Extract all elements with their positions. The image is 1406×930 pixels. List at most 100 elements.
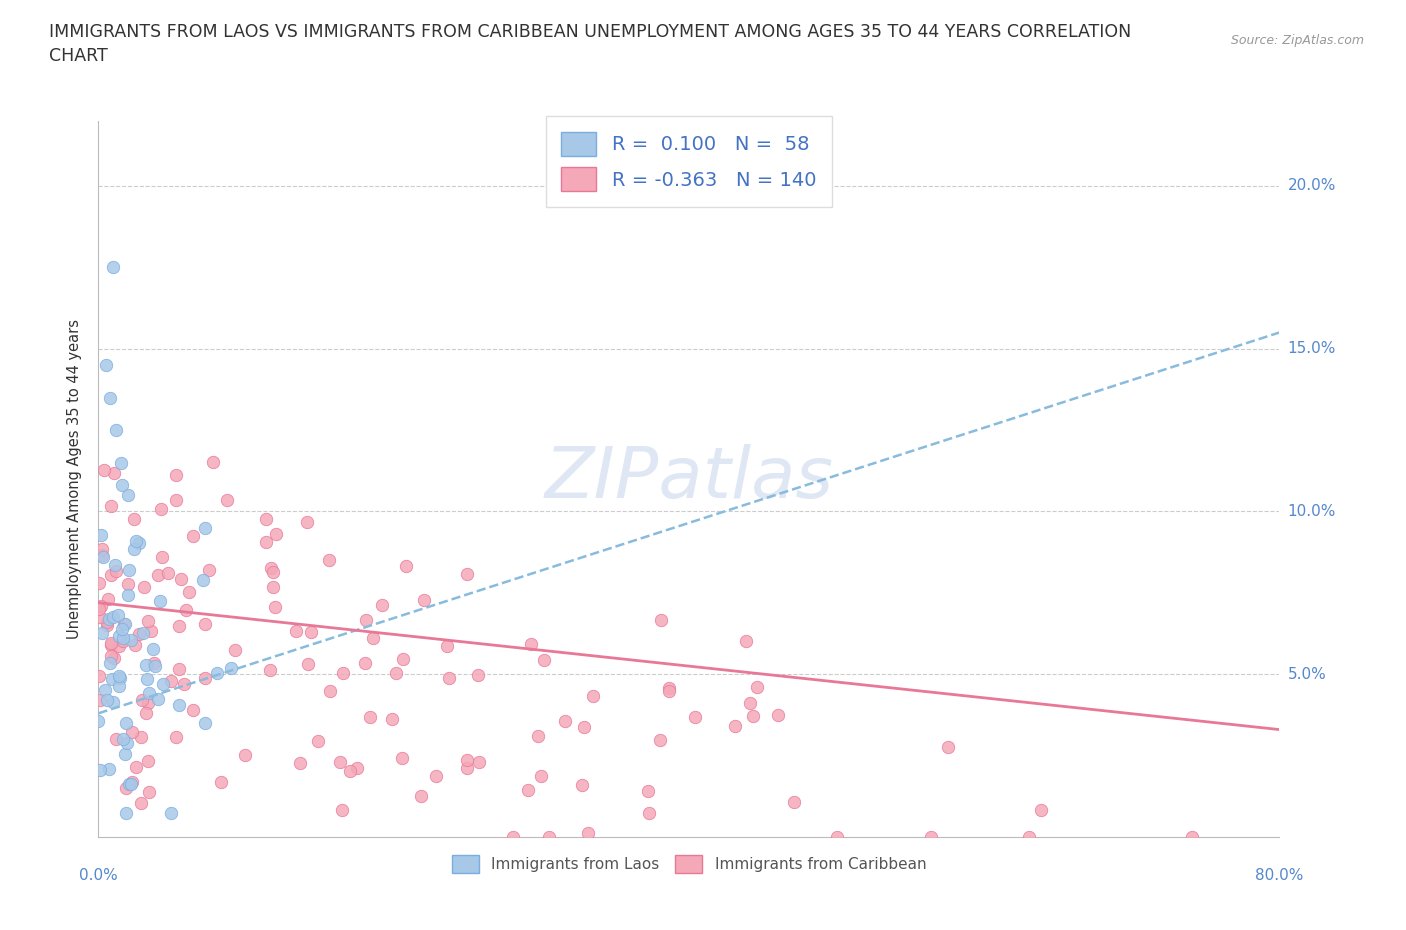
Point bbox=[103, 695, 125, 710]
Point bbox=[683, 710, 706, 724]
Point bbox=[114, 715, 136, 730]
Point bbox=[136, 753, 159, 768]
Point bbox=[339, 764, 361, 778]
Point bbox=[456, 566, 478, 581]
Point bbox=[413, 593, 436, 608]
Point bbox=[90, 541, 112, 556]
Text: Source: ZipAtlas.com: Source: ZipAtlas.com bbox=[1230, 34, 1364, 47]
Point bbox=[118, 777, 141, 791]
Point bbox=[97, 591, 120, 606]
Point bbox=[90, 625, 112, 640]
Point bbox=[167, 618, 190, 633]
Point bbox=[201, 455, 224, 470]
Point bbox=[197, 563, 219, 578]
Point bbox=[105, 564, 128, 578]
Point bbox=[98, 762, 121, 777]
Point bbox=[159, 806, 181, 821]
Point bbox=[131, 692, 153, 707]
Point bbox=[107, 678, 129, 693]
Point bbox=[165, 468, 187, 483]
Point bbox=[98, 391, 121, 405]
Point bbox=[264, 600, 287, 615]
Point bbox=[181, 528, 204, 543]
Point bbox=[148, 692, 170, 707]
Point bbox=[115, 736, 138, 751]
Point bbox=[259, 662, 281, 677]
Point bbox=[100, 648, 122, 663]
Point bbox=[134, 579, 156, 594]
Point bbox=[307, 734, 329, 749]
Y-axis label: Unemployment Among Ages 35 to 44 years: Unemployment Among Ages 35 to 44 years bbox=[67, 319, 83, 639]
Point bbox=[825, 830, 848, 844]
Point bbox=[149, 593, 172, 608]
Point bbox=[94, 358, 117, 373]
Point bbox=[98, 656, 121, 671]
Point bbox=[96, 618, 118, 632]
Point bbox=[262, 579, 284, 594]
Point bbox=[122, 542, 145, 557]
Point bbox=[128, 626, 150, 641]
Point bbox=[118, 563, 141, 578]
Point bbox=[571, 777, 593, 792]
Point bbox=[527, 729, 550, 744]
Text: 20.0%: 20.0% bbox=[1288, 179, 1336, 193]
Point bbox=[468, 755, 491, 770]
Point bbox=[174, 603, 197, 618]
Point bbox=[734, 633, 756, 648]
Point bbox=[112, 617, 135, 631]
Point bbox=[391, 751, 413, 765]
Point bbox=[103, 651, 125, 666]
Text: 15.0%: 15.0% bbox=[1288, 341, 1336, 356]
Point bbox=[143, 659, 166, 674]
Text: ZIPatlas: ZIPatlas bbox=[544, 445, 834, 513]
Point bbox=[658, 681, 681, 696]
Text: 80.0%: 80.0% bbox=[1256, 868, 1303, 883]
Point bbox=[87, 601, 110, 616]
Point bbox=[117, 588, 139, 603]
Point bbox=[517, 783, 540, 798]
Point bbox=[114, 617, 136, 631]
Point bbox=[135, 706, 157, 721]
Point bbox=[150, 501, 173, 516]
Point bbox=[143, 656, 166, 671]
Point bbox=[266, 526, 288, 541]
Point bbox=[233, 748, 256, 763]
Point bbox=[89, 763, 111, 777]
Point bbox=[122, 512, 145, 526]
Point bbox=[108, 629, 131, 644]
Point bbox=[87, 713, 110, 728]
Point bbox=[135, 658, 157, 672]
Point bbox=[194, 616, 217, 631]
Point bbox=[747, 679, 769, 694]
Point bbox=[658, 684, 681, 698]
Point bbox=[87, 576, 110, 591]
Point bbox=[329, 754, 352, 769]
Point bbox=[194, 521, 217, 536]
Point bbox=[519, 636, 541, 651]
Point bbox=[111, 478, 134, 493]
Point bbox=[638, 805, 661, 820]
Point bbox=[108, 669, 131, 684]
Point bbox=[554, 713, 576, 728]
Point bbox=[128, 536, 150, 551]
Point bbox=[332, 666, 354, 681]
Point bbox=[125, 759, 148, 774]
Point bbox=[91, 548, 114, 563]
Point bbox=[136, 671, 159, 686]
Point bbox=[920, 830, 942, 844]
Point bbox=[637, 783, 659, 798]
Point bbox=[103, 465, 125, 480]
Point bbox=[1180, 830, 1202, 844]
Point bbox=[530, 768, 553, 783]
Point bbox=[650, 612, 672, 627]
Point bbox=[179, 585, 201, 600]
Point bbox=[319, 684, 342, 698]
Point bbox=[93, 463, 115, 478]
Point bbox=[194, 716, 217, 731]
Point bbox=[152, 550, 174, 565]
Point bbox=[354, 655, 377, 670]
Text: 5.0%: 5.0% bbox=[1288, 667, 1326, 682]
Point bbox=[572, 720, 595, 735]
Point bbox=[384, 666, 406, 681]
Point bbox=[295, 514, 318, 529]
